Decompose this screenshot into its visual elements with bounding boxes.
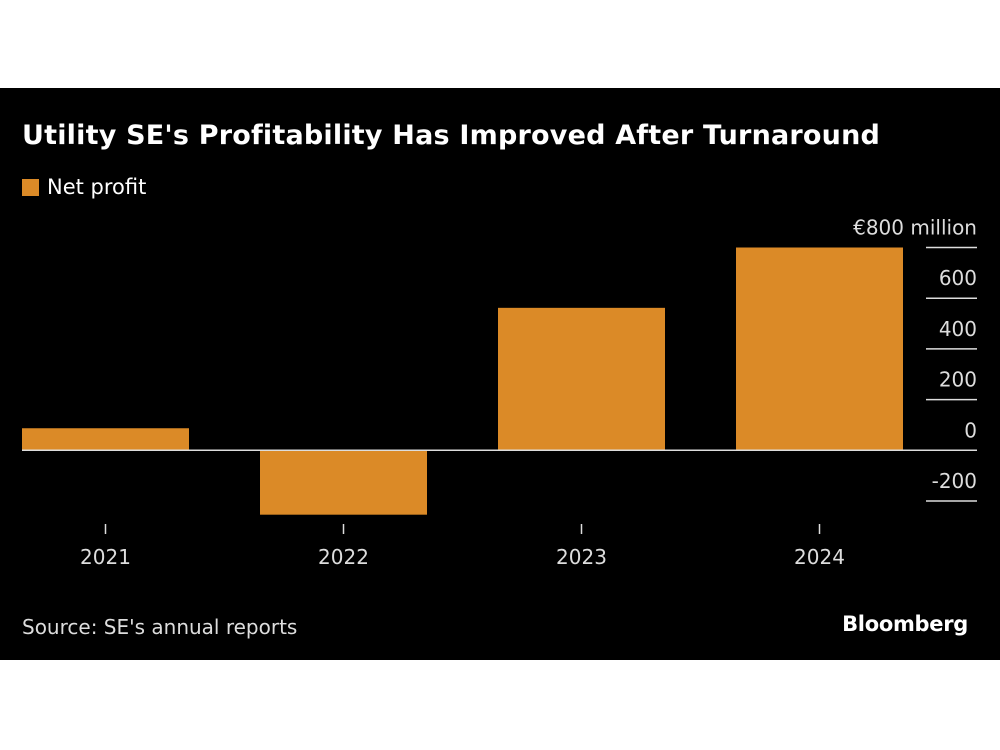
legend-label: Net profit <box>47 175 147 199</box>
bar-2021 <box>22 428 189 451</box>
y-tick-label: 600 <box>939 266 977 290</box>
legend: Net profit <box>22 175 146 199</box>
x-tick-label: 2022 <box>318 545 369 569</box>
chart-title: Utility SE's Profitability Has Improved … <box>22 120 881 151</box>
y-tick-label: 400 <box>939 317 977 341</box>
bloomberg-logo: Bloomberg <box>842 612 968 636</box>
x-tick-label: 2024 <box>794 545 845 569</box>
x-tick-label: 2021 <box>80 545 131 569</box>
bar-2022 <box>260 450 427 515</box>
y-tick-label: -200 <box>932 469 977 493</box>
source-note: Source: SE's annual reports <box>22 615 298 639</box>
legend-swatch <box>22 178 39 196</box>
y-tick-label: 200 <box>939 368 977 392</box>
y-tick-label: 0 <box>964 418 977 442</box>
bar-2024 <box>736 247 903 451</box>
x-tick-label: 2023 <box>556 545 607 569</box>
y-tick-label: €800 million <box>853 216 977 240</box>
bar-2023 <box>498 307 665 451</box>
